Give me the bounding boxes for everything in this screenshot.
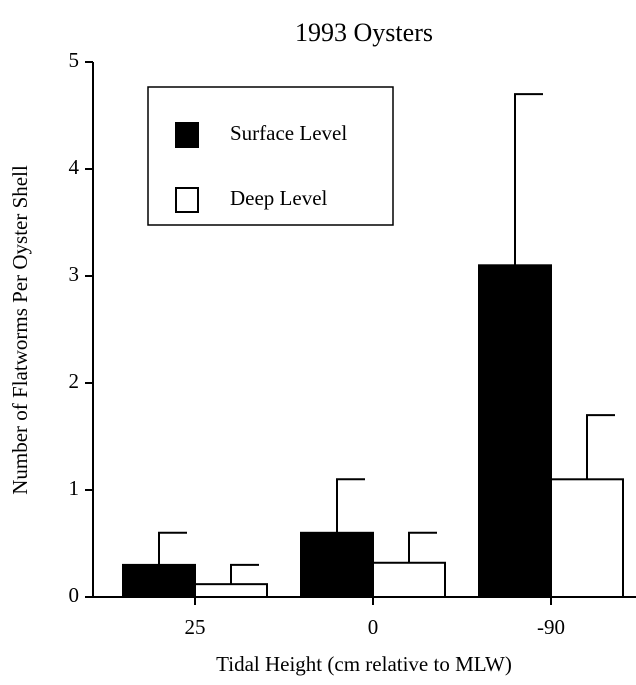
error-bar [586, 414, 615, 480]
error-bar [408, 531, 437, 563]
y-tick-label: 1 [69, 476, 80, 500]
error-bar [514, 93, 543, 266]
legend-label: Surface Level [230, 121, 347, 145]
error-bar [230, 563, 259, 585]
error-bar [336, 478, 365, 533]
legend-label: Deep Level [230, 186, 328, 210]
error-bar [158, 531, 187, 565]
y-axis-label: Number of Flatworms Per Oyster Shell [8, 165, 32, 495]
legend-swatch [175, 187, 199, 213]
bar [122, 563, 196, 599]
y-tick-label: 5 [69, 48, 80, 72]
y-tick-label: 0 [69, 583, 80, 607]
y-tick-label: 2 [69, 369, 80, 393]
y-tick-label: 4 [69, 155, 80, 179]
chart-title: 1993 Oysters [295, 18, 433, 47]
x-tick-label: 0 [368, 615, 379, 639]
legend-box [147, 86, 394, 226]
y-tick-label: 3 [69, 262, 80, 286]
bar [478, 264, 552, 598]
legend-swatch [175, 122, 199, 148]
bar [372, 561, 446, 599]
x-tick-label: 25 [185, 615, 206, 639]
bar [194, 583, 268, 598]
bar [300, 531, 374, 598]
bar [550, 478, 624, 598]
x-axis-label: Tidal Height (cm relative to MLW) [216, 652, 512, 676]
x-tick-label: -90 [537, 615, 565, 639]
